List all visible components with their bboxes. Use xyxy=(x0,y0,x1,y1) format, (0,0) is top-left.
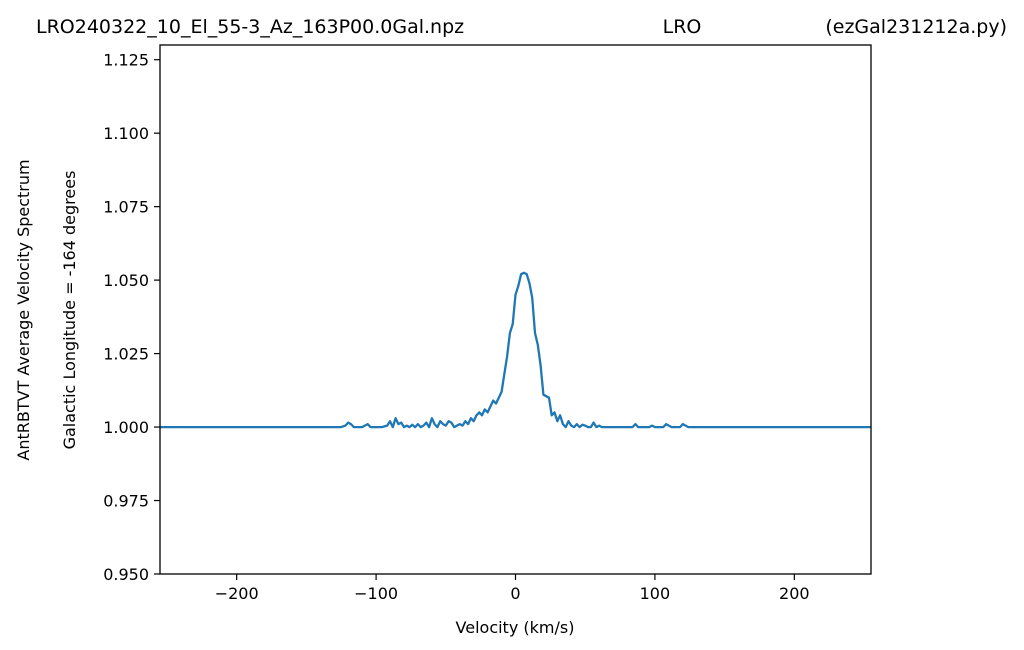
y-tick-label: 1.125 xyxy=(103,51,149,70)
series-line xyxy=(160,271,871,429)
y-tick-label: 1.025 xyxy=(103,345,149,364)
chart-title-left: LRO240322_10_El_55-3_Az_163P00.0Gal.npz xyxy=(36,16,464,38)
y-tick-label: 1.075 xyxy=(103,198,149,217)
x-tick-label: −100 xyxy=(354,584,398,603)
chart-title-center: LRO xyxy=(663,16,702,38)
y-tick-label: 0.950 xyxy=(103,565,149,584)
x-tick-label: −200 xyxy=(215,584,259,603)
y-tick-label: 0.975 xyxy=(103,492,149,511)
y-tick-label: 1.050 xyxy=(103,271,149,290)
chart-title-right: (ezGal231212a.py) xyxy=(825,16,1007,38)
plot-area xyxy=(160,271,871,429)
x-axis-label: Velocity (km/s) xyxy=(456,618,575,637)
x-tick-label: 200 xyxy=(779,584,810,603)
y-axis-label-line2: Galactic Longitude = -164 degrees xyxy=(60,171,79,450)
y-tick-label: 1.100 xyxy=(103,124,149,143)
y-axis-label-line1: AntRBTVT Average Velocity Spectrum xyxy=(14,159,33,460)
x-tick-label: 0 xyxy=(510,584,520,603)
axis-ticks: −200 −100 0 100 200 0.950 0.975 1.000 1.025 1.050… xyxy=(103,51,809,603)
axes-frame xyxy=(159,44,872,575)
y-tick-label: 1.000 xyxy=(103,418,149,437)
x-tick-label: 100 xyxy=(640,584,671,603)
